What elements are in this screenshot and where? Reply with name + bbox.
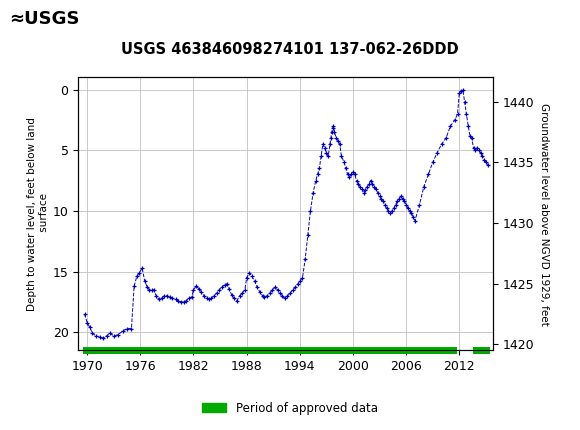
Y-axis label: Groundwater level above NGVD 1929, feet: Groundwater level above NGVD 1929, feet bbox=[538, 102, 549, 326]
Legend: Period of approved data: Period of approved data bbox=[198, 397, 382, 420]
FancyBboxPatch shape bbox=[3, 3, 130, 37]
Text: ≈USGS: ≈USGS bbox=[9, 10, 79, 28]
Y-axis label: Depth to water level, feet below land
 surface: Depth to water level, feet below land su… bbox=[27, 117, 49, 311]
Text: USGS 463846098274101 137-062-26DDD: USGS 463846098274101 137-062-26DDD bbox=[121, 42, 459, 57]
